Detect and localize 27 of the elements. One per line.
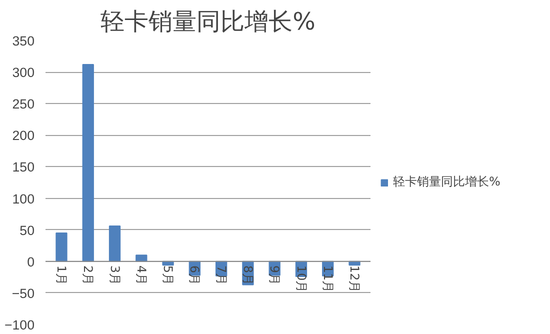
y-tick-label: 0 [27, 254, 35, 270]
x-tick-label: 7月 [214, 265, 228, 286]
y-tick-label: 150 [12, 160, 35, 175]
bar [82, 64, 94, 262]
legend-label: 轻卡销量同比增长% [393, 174, 500, 190]
y-tick-label: 300 [12, 65, 35, 80]
bar [108, 226, 121, 262]
bar [56, 232, 68, 262]
x-tick-label: 9月 [268, 265, 282, 286]
x-tick-label: 6月 [188, 265, 202, 286]
x-tick-label: 12月 [348, 265, 362, 293]
x-tick-label: 5月 [161, 265, 176, 286]
y-tick-label: −50 [12, 286, 34, 301]
x-tick-label: 11月 [320, 265, 335, 293]
x-tick-label: 10月 [294, 265, 308, 293]
y-tick-label: −100 [4, 318, 35, 332]
y-tick-label: 350 [12, 34, 35, 48]
y-tick-label: 200 [12, 128, 35, 144]
x-tick-label: 4月 [134, 265, 148, 286]
y-tick-label: 50 [20, 222, 35, 238]
x-tick-label: 2月 [81, 265, 96, 286]
y-tick-label: 250 [12, 96, 35, 112]
chart-title: 轻卡销量同比增长% [100, 8, 316, 36]
x-tick-label: 8月 [240, 265, 255, 286]
y-tick-label: 100 [12, 191, 35, 206]
x-tick-label: 1月 [54, 265, 68, 286]
x-tick-label: 3月 [108, 265, 122, 286]
